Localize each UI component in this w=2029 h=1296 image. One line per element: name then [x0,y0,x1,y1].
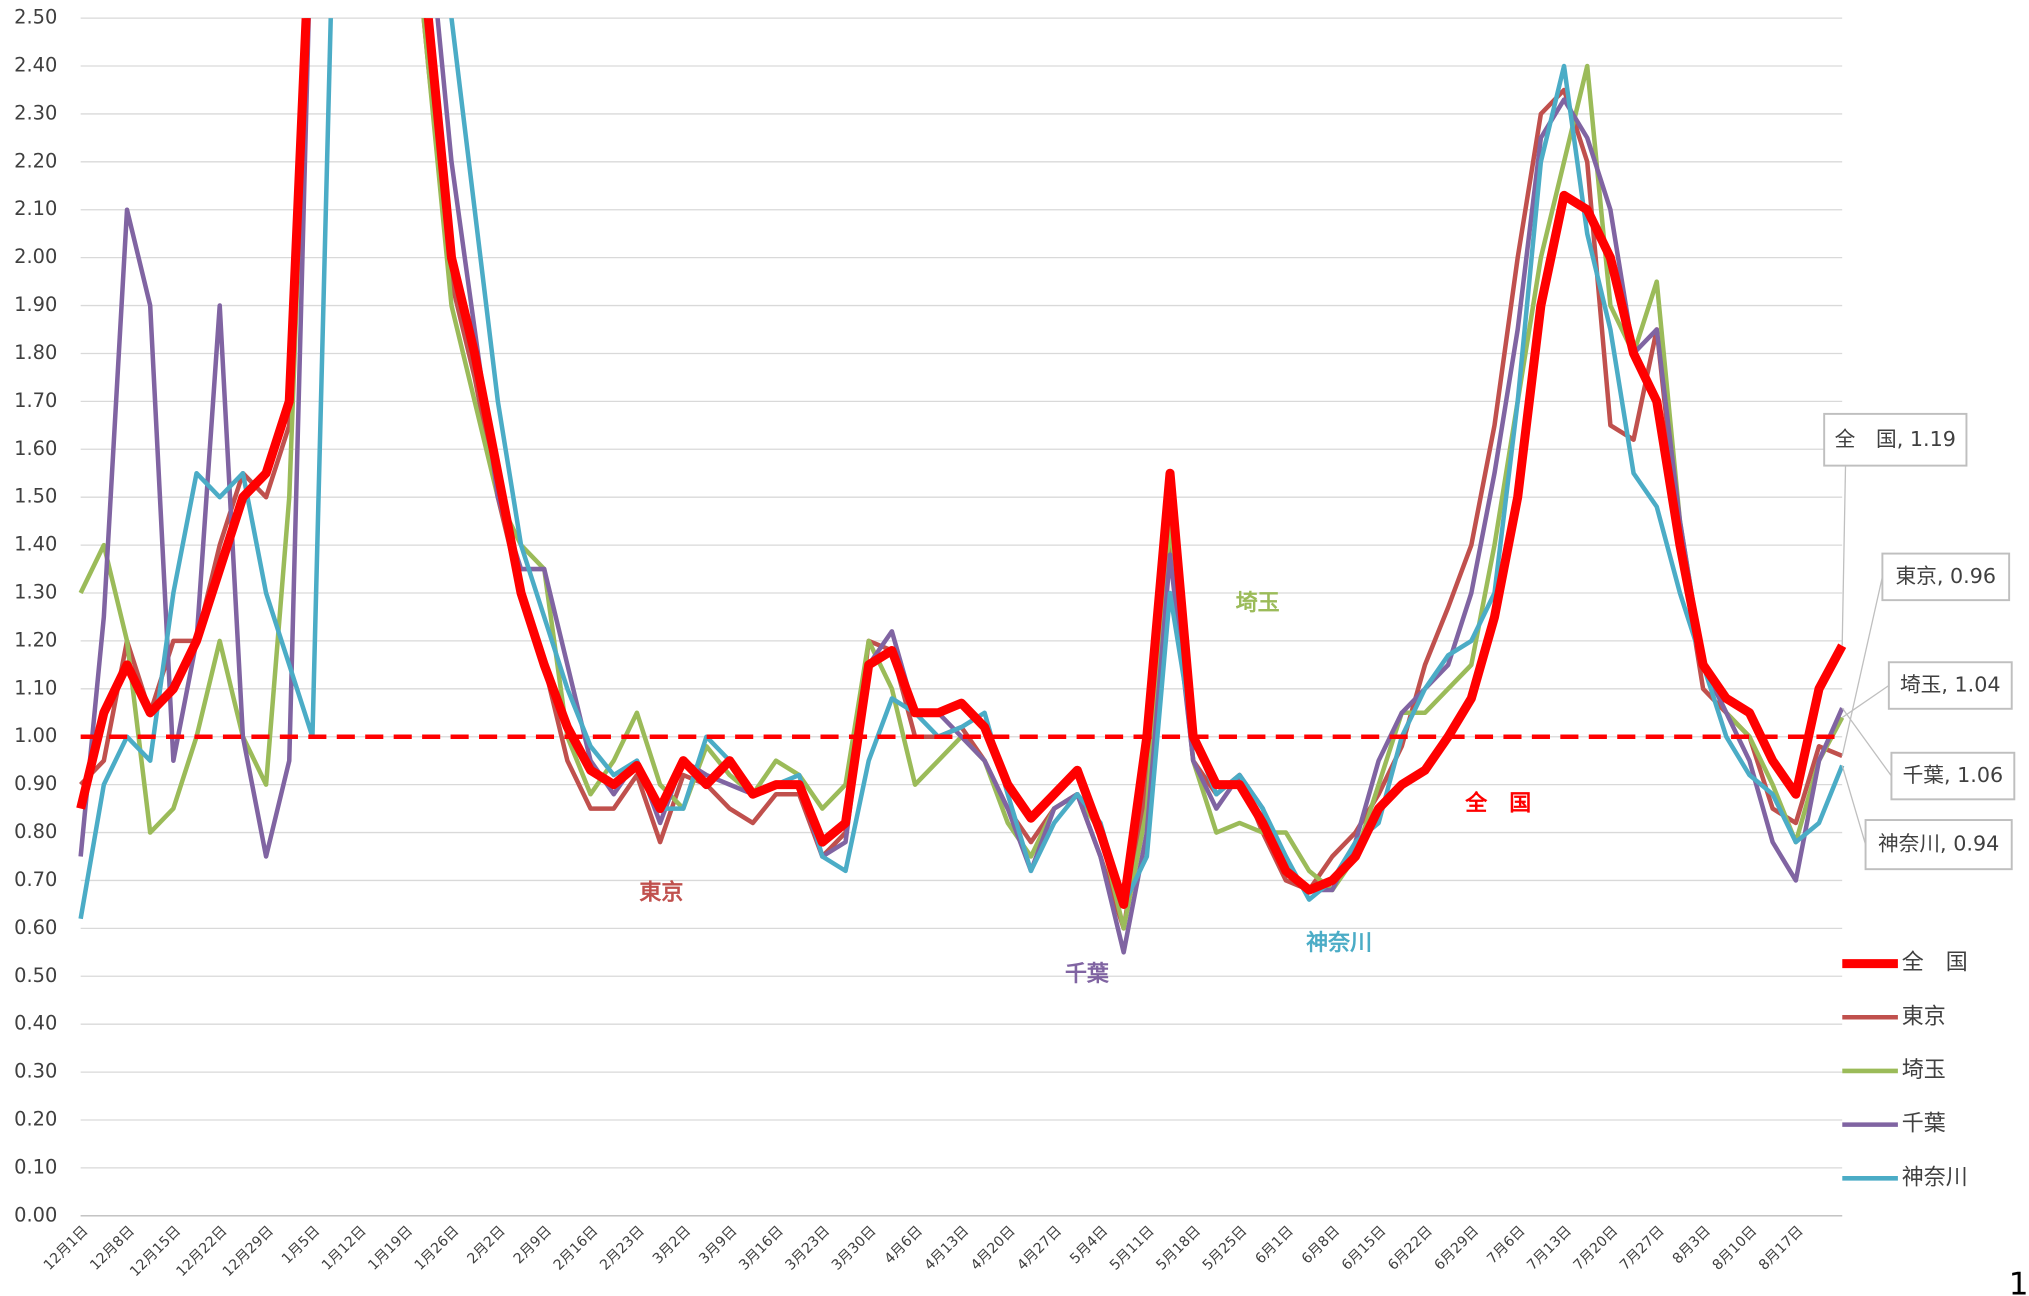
callout-label: 全 国, 1.19 [1835,427,1956,451]
x-tick-label: 3月9日 [696,1223,740,1267]
y-tick-label: 1.20 [14,628,57,651]
x-tick-label: 7月27日 [1617,1223,1668,1274]
y-tick-label: 1.90 [14,293,57,316]
x-tick-label: 7月13日 [1524,1223,1575,1274]
y-tick-label: 1.30 [14,581,57,604]
x-tick-label: 4月6日 [882,1223,926,1267]
x-tick-label: 8月10日 [1710,1223,1761,1274]
legend-label: 東京 [1902,1004,1946,1029]
x-tick-label: 7月6日 [1484,1223,1528,1267]
callout-box [1864,819,2013,871]
inline-label: 全 国 [1464,791,1531,817]
x-tick-label: 12月1日 [41,1223,92,1274]
callout-box [1887,661,2013,710]
inline-label: 神奈川 [1306,930,1372,956]
series-line [76,18,1847,909]
callout-leader [1841,465,1847,646]
y-tick-label: 0.30 [14,1060,57,1083]
x-tick-label: 6月22日 [1385,1223,1436,1274]
x-tick-label: 5月25日 [1200,1223,1251,1274]
callout-box [1881,552,2011,602]
y-tick-label: 1.50 [14,485,57,508]
x-tick-label: 2月2日 [464,1223,508,1267]
y-tick-label: 0.10 [14,1155,57,1178]
callout-leader [1841,684,1890,719]
y-tick-label: 0.90 [14,772,57,795]
x-tick-label: 6月1日 [1253,1223,1297,1267]
y-tick-label: 2.30 [14,101,57,124]
callout-leader [1841,765,1867,845]
x-tick-label: 2月16日 [551,1223,602,1274]
x-tick-label: 3月2日 [650,1223,694,1267]
y-tick-label: 1.00 [14,724,57,747]
callout-label: 東京, 0.96 [1895,564,1996,588]
x-tick-label: 5月11日 [1107,1223,1158,1274]
y-tick-label: 1.80 [14,341,57,364]
y-tick-label: 2.40 [14,54,57,77]
inline-label: 埼玉 [1236,591,1280,616]
y-tick-label: 2.00 [14,245,57,268]
y-tick-label: 0.50 [14,964,57,987]
x-tick-label: 3月23日 [783,1223,834,1274]
y-tick-label: 0.70 [14,868,57,891]
x-tick-label: 4月13日 [922,1223,973,1274]
x-tick-label: 7月20日 [1571,1223,1622,1274]
series-line [79,18,1844,931]
x-tick-label: 5月18日 [1153,1223,1204,1274]
x-tick-label: 8月17日 [1756,1223,1807,1274]
y-tick-label: 0.60 [14,916,57,939]
x-tick-label: 3月30日 [829,1223,880,1274]
page-number: 13 [2009,1267,2029,1296]
y-tick-label: 1.70 [14,389,57,412]
y-tick-label: 1.60 [14,437,57,460]
legend-label: 埼玉 [1902,1058,1946,1083]
x-tick-label: 1月19日 [365,1223,416,1274]
y-tick-label: 0.80 [14,820,57,843]
x-tick-label: 4月27日 [1014,1223,1065,1274]
inline-label: 千葉 [1065,962,1110,987]
x-tick-label: 6月8日 [1299,1223,1343,1267]
series-line [78,18,1845,920]
x-tick-label: 1月12日 [319,1223,370,1274]
callout-box [1890,751,2016,801]
callout-leader [1841,707,1892,777]
y-tick-label: 2.10 [14,197,57,220]
x-tick-label: 2月9日 [511,1223,555,1267]
callout-label: 千葉, 1.06 [1903,763,2004,787]
y-tick-label: 2.50 [14,6,57,29]
y-tick-label: 1.10 [14,676,57,699]
legend-label: 神奈川 [1902,1165,1968,1190]
x-tick-label: 5月4日 [1067,1223,1111,1267]
x-tick-label: 2月23日 [597,1223,648,1274]
x-tick-label: 3月16日 [736,1223,787,1274]
x-tick-label: 1月5日 [279,1223,323,1267]
callout-label: 埼玉, 1.04 [1900,673,2001,697]
y-tick-label: 0.20 [14,1107,57,1130]
plot-area [76,18,1847,955]
x-tick-label: 12月29日 [220,1223,277,1280]
y-tick-label: 2.20 [14,149,57,172]
callout-box [1823,412,1968,467]
y-tick-label: 0.00 [14,1203,57,1226]
legend-label: 全 国 [1902,951,1968,976]
x-tick-label: 1月26日 [412,1223,463,1274]
y-tick-label: 0.40 [14,1012,57,1035]
x-tick-label: 6月29日 [1432,1223,1483,1274]
x-tick-label: 6月15日 [1339,1223,1390,1274]
y-tick-label: 1.40 [14,533,57,556]
x-tick-label: 4月20日 [968,1223,1019,1274]
callout-label: 神奈川, 0.94 [1878,832,1999,856]
x-tick-label: 8月3日 [1670,1223,1714,1267]
series-line [78,18,1845,955]
inline-label: 東京 [639,880,683,906]
callout-leader [1841,576,1884,757]
legend-label: 千葉 [1902,1112,1946,1137]
